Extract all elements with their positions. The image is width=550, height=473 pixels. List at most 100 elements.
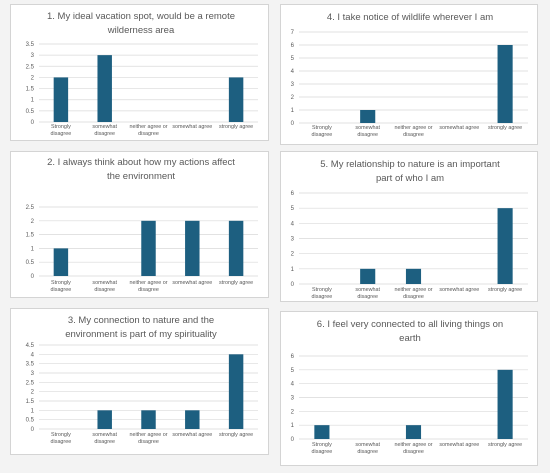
y-tick-label: 2.5	[26, 64, 35, 70]
y-tick-label: 2	[31, 219, 35, 225]
y-tick-label: 1.5	[26, 399, 35, 405]
chart-title-line: environment is part of my spirituality	[65, 329, 217, 340]
category-label: disagree	[94, 439, 115, 445]
y-tick-label: 3	[31, 371, 35, 377]
bar	[228, 354, 244, 429]
category-label: disagree	[357, 449, 378, 455]
category-label: somewhat	[355, 442, 380, 448]
y-tick-label: 5	[291, 56, 295, 62]
y-tick-label: 4	[291, 69, 295, 75]
category-label: somewhat agree	[439, 125, 479, 131]
category-label: disagree	[312, 294, 333, 300]
y-tick-label: 3.5	[26, 362, 35, 368]
bar	[97, 55, 112, 123]
y-tick-label: 6	[291, 43, 295, 49]
bar	[360, 268, 376, 284]
y-tick-label: 2	[31, 390, 35, 396]
category-label: somewhat agree	[439, 442, 479, 448]
chart-panel-1: 1. My ideal vacation spot, would be a re…	[10, 4, 269, 141]
category-label: disagree	[138, 287, 159, 293]
bar	[141, 410, 156, 429]
chart-title-line: part of who I am	[376, 173, 444, 184]
category-label: Strongly	[312, 125, 332, 131]
chart-title-line: 5. My relationship to nature is an impor…	[320, 159, 500, 170]
y-tick-label: 1.5	[26, 233, 35, 239]
y-tick-label: 2.5	[26, 380, 35, 386]
y-tick-label: 0	[31, 427, 35, 433]
category-label: Strongly	[51, 280, 71, 286]
category-label: disagree	[51, 439, 72, 445]
y-tick-label: 7	[291, 30, 295, 36]
bar	[314, 425, 330, 439]
category-label: neither agree or	[129, 124, 167, 130]
y-tick-label: 0	[291, 282, 295, 288]
category-label: strongly agree	[488, 442, 522, 448]
y-tick-label: 1	[291, 108, 295, 114]
category-label: disagree	[51, 287, 72, 293]
chart-title-line: 1. My ideal vacation spot, would be a re…	[47, 11, 235, 22]
y-tick-label: 0	[291, 121, 295, 127]
category-label: somewhat	[355, 287, 380, 293]
y-tick-label: 3.5	[26, 42, 35, 48]
category-label: disagree	[94, 287, 115, 293]
category-label: neither agree or	[394, 125, 432, 131]
y-tick-label: 6	[291, 191, 295, 197]
chart-title-line: the environment	[107, 171, 175, 182]
y-tick-label: 0	[31, 274, 35, 280]
bar	[497, 369, 513, 439]
chart-3: 3. My connection to nature and the enviro…	[26, 315, 258, 445]
y-tick-label: 3	[291, 237, 295, 243]
category-label: Strongly	[51, 124, 71, 130]
y-tick-label: 3	[31, 53, 35, 59]
category-label: somewhat agree	[439, 287, 479, 293]
chart-title-line: 2. I always think about how my actions a…	[47, 157, 235, 168]
y-tick-label: 6	[291, 354, 295, 360]
chart-2: 2. I always think about how my actions a…	[26, 157, 258, 293]
category-label: disagree	[357, 132, 378, 138]
chart-panel-5: 5. My relationship to nature is an impor…	[280, 151, 538, 302]
category-label: disagree	[403, 132, 424, 138]
y-tick-label: 3	[291, 82, 295, 88]
y-tick-label: 1	[31, 408, 35, 414]
bar	[228, 220, 244, 276]
bar	[497, 208, 513, 284]
category-label: somewhat	[92, 280, 117, 286]
bar	[185, 410, 200, 429]
bar	[185, 220, 200, 276]
y-tick-label: 2	[31, 75, 35, 81]
category-label: somewhat agree	[172, 124, 212, 130]
category-label: neither agree or	[129, 432, 167, 438]
chart-5: 5. My relationship to nature is an impor…	[291, 159, 528, 300]
y-tick-label: 0	[31, 120, 35, 126]
chart-1: 1. My ideal vacation spot, would be a re…	[26, 11, 258, 137]
category-label: disagree	[94, 131, 115, 137]
category-label: neither agree or	[394, 287, 432, 293]
category-label: disagree	[138, 439, 159, 445]
chart-title-line: 6. I feel very connected to all living t…	[317, 319, 503, 330]
category-label: disagree	[138, 131, 159, 137]
chart-panel-6: 6. I feel very connected to all living t…	[280, 311, 538, 466]
category-label: Strongly	[312, 442, 332, 448]
category-label: somewhat agree	[172, 432, 212, 438]
category-label: somewhat	[92, 124, 117, 130]
bar	[97, 410, 112, 429]
y-tick-label: 4	[291, 221, 295, 227]
chart-title-line: 4. I take notice of wildlife wherever I …	[327, 12, 493, 23]
category-label: neither agree or	[129, 280, 167, 286]
bar	[53, 248, 69, 276]
y-tick-label: 4	[31, 352, 35, 358]
category-label: somewhat	[355, 125, 380, 131]
y-tick-label: 0.5	[26, 109, 35, 115]
y-tick-label: 5	[291, 368, 295, 374]
bar	[53, 77, 69, 122]
chart-6: 6. I feel very connected to all living t…	[291, 319, 528, 455]
y-tick-label: 2	[291, 95, 295, 101]
category-label: disagree	[312, 132, 333, 138]
bar	[405, 425, 422, 439]
category-label: strongly agree	[219, 280, 253, 286]
chart-panel-3: 3. My connection to nature and the enviro…	[10, 308, 269, 455]
y-tick-label: 4	[291, 382, 295, 388]
bar	[228, 77, 244, 122]
y-tick-label: 5	[291, 206, 295, 212]
category-label: strongly agree	[488, 125, 522, 131]
